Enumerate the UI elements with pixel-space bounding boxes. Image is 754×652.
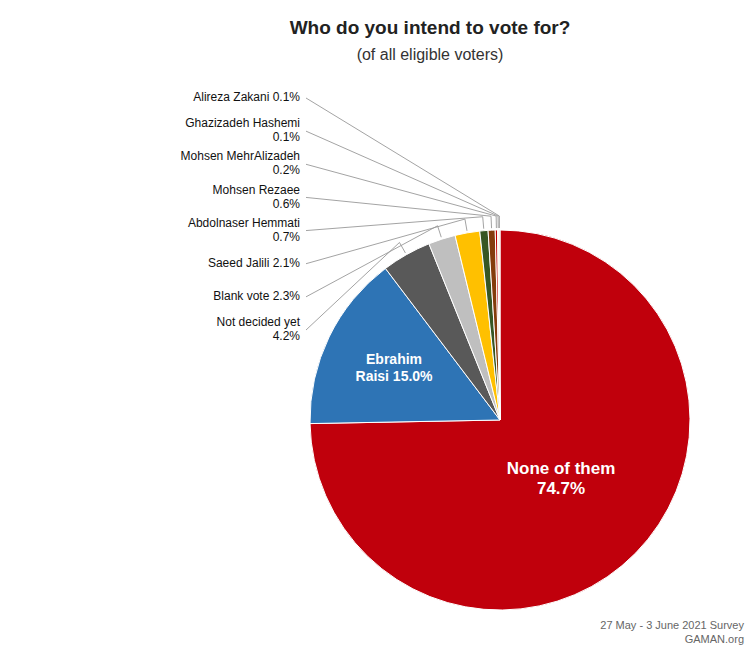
outside-label: Alireza Zakani 0.1% bbox=[193, 90, 300, 104]
inside-label: None of them74.7% bbox=[507, 459, 616, 498]
outside-label: Mohsen MehrAlizadeh0.2% bbox=[181, 149, 301, 177]
outside-label: Not decided yet4.2% bbox=[217, 315, 301, 343]
outside-label: Ghazizadeh Hashemi0.1% bbox=[185, 116, 300, 144]
subtitle: (of all eligible voters) bbox=[357, 46, 504, 63]
outside-label: Abdolnaser Hemmati0.7% bbox=[188, 216, 300, 244]
annotation: 27 May - 3 June 2021 SurveyGAMAN.org bbox=[600, 619, 744, 645]
title: Who do you intend to vote for? bbox=[290, 17, 571, 38]
slice bbox=[488, 230, 500, 420]
labels: None of them74.7% EbrahimRaisi 15.0% Not d… bbox=[181, 90, 616, 498]
leader-line bbox=[306, 164, 496, 228]
leader-line bbox=[306, 217, 484, 231]
inside-label: EbrahimRaisi 15.0% bbox=[356, 351, 434, 384]
background bbox=[0, 0, 754, 652]
slice bbox=[499, 230, 500, 420]
leader-line bbox=[306, 98, 499, 228]
outside-label: Blank vote 2.3% bbox=[213, 289, 300, 303]
slice bbox=[310, 230, 690, 610]
leader-line bbox=[306, 131, 498, 228]
slice bbox=[498, 230, 500, 420]
outside-label: Mohsen Rezaee0.6% bbox=[213, 183, 301, 211]
leader-line bbox=[306, 197, 492, 228]
slices bbox=[310, 230, 690, 610]
slice bbox=[480, 230, 500, 420]
slice bbox=[495, 230, 500, 420]
leader-line bbox=[306, 226, 441, 297]
chart: Who do you intend to vote for? (of all el… bbox=[0, 0, 754, 652]
leader-line bbox=[306, 242, 405, 330]
outside-label: Saeed Jalili 2.1% bbox=[208, 256, 300, 270]
leader-line bbox=[306, 219, 467, 264]
